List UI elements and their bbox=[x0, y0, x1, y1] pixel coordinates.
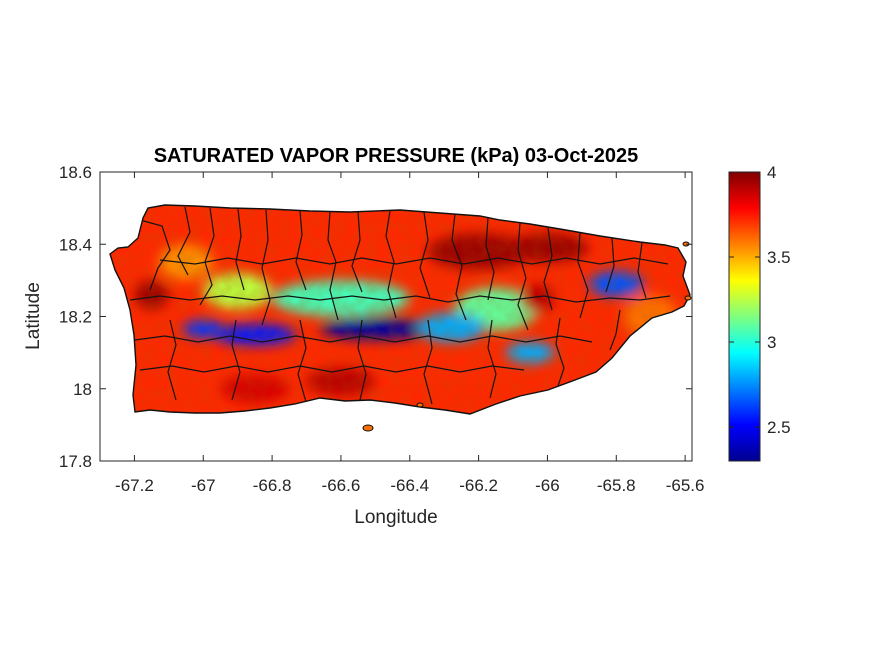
y-axis-ticks: 17.8 18 18.2 18.4 18.6 bbox=[59, 163, 692, 471]
island-outline bbox=[109, 204, 691, 415]
municipality-border bbox=[134, 335, 593, 343]
municipality-border bbox=[235, 208, 245, 291]
municipality-border bbox=[139, 365, 525, 373]
municipality-border bbox=[167, 319, 177, 401]
municipality-border bbox=[543, 227, 553, 311]
x-tick-label: -66.4 bbox=[390, 476, 429, 495]
y-tick-label: 18.2 bbox=[59, 308, 92, 327]
x-tick-label: -65.6 bbox=[666, 476, 705, 495]
municipality-border bbox=[357, 319, 367, 401]
x-tick-label: -66.6 bbox=[322, 476, 361, 495]
y-tick-label: 17.8 bbox=[59, 452, 92, 471]
islet bbox=[684, 295, 692, 301]
municipality-border bbox=[297, 319, 307, 403]
municipality-border bbox=[517, 222, 529, 331]
y-tick-label: 18 bbox=[73, 380, 92, 399]
municipality-border bbox=[261, 209, 271, 326]
map-title: SATURATED VAPOR PRESSURE (kPa) 03-Oct-20… bbox=[154, 145, 639, 167]
colorbar-tick-label: 3 bbox=[767, 333, 776, 352]
x-tick-label: -65.8 bbox=[597, 476, 636, 495]
colorbar-ticks: 2.5 3 3.5 4 bbox=[729, 163, 791, 437]
x-axis-label: Longitude bbox=[354, 507, 437, 528]
municipality-border bbox=[555, 317, 565, 387]
y-tick-label: 18.4 bbox=[59, 235, 92, 254]
municipality-border bbox=[351, 211, 363, 293]
municipality-border bbox=[383, 295, 671, 303]
municipality-border bbox=[577, 232, 589, 319]
y-axis-label: Latitude bbox=[23, 282, 44, 350]
municipality-borders bbox=[129, 206, 671, 405]
x-tick-label: -66.8 bbox=[253, 476, 292, 495]
colorbar-tick-label: 4 bbox=[767, 163, 776, 182]
x-tick-label: -67 bbox=[191, 476, 216, 495]
islet bbox=[362, 424, 374, 432]
colorbar bbox=[728, 171, 761, 462]
municipality-border bbox=[609, 309, 621, 351]
municipality-border bbox=[605, 237, 615, 293]
municipality-border bbox=[451, 213, 467, 321]
colorbar-tick-label: 2.5 bbox=[767, 418, 791, 437]
municipality-border bbox=[487, 319, 497, 399]
municipality-border bbox=[327, 211, 339, 321]
municipality-border bbox=[419, 211, 431, 299]
islet bbox=[416, 402, 424, 408]
municipality-border bbox=[231, 319, 241, 401]
x-tick-label: -66 bbox=[535, 476, 560, 495]
municipality-border bbox=[423, 319, 433, 405]
y-tick-label: 18.6 bbox=[59, 163, 92, 182]
x-tick-label: -66.2 bbox=[459, 476, 498, 495]
municipality-border bbox=[159, 257, 669, 265]
colorbar-tick-label: 3.5 bbox=[767, 248, 791, 267]
municipality-border bbox=[295, 210, 307, 291]
municipality-border bbox=[177, 206, 191, 276]
municipality-border bbox=[139, 219, 171, 291]
municipality-border bbox=[129, 295, 385, 301]
municipality-border bbox=[637, 242, 647, 299]
offshore-islets bbox=[362, 241, 692, 432]
x-axis-ticks: -67.2 -67 -66.8 -66.6 -66.4 -66.2 -66 -65.8 -65.… bbox=[115, 172, 704, 495]
x-tick-label: -67.2 bbox=[115, 476, 154, 495]
